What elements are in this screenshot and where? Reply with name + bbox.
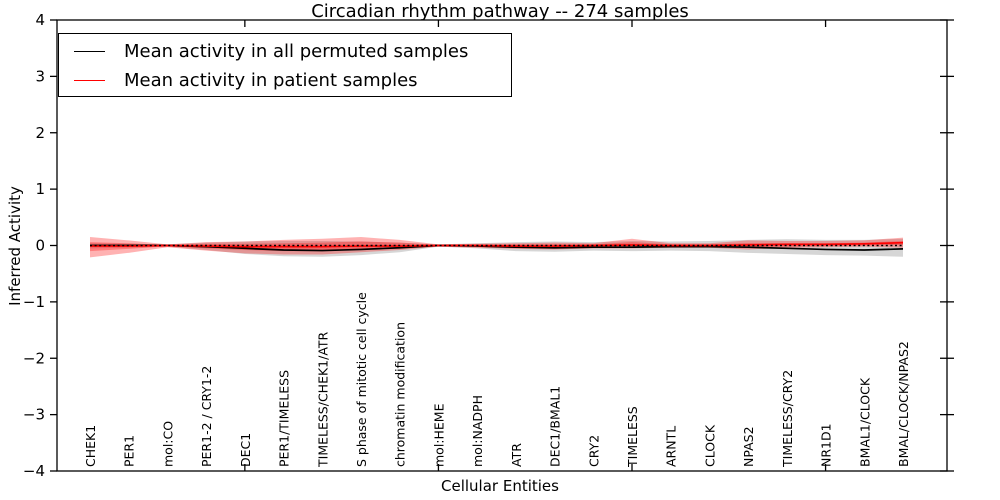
legend-item-patient: Mean activity in patient samples xyxy=(59,66,511,95)
y-tick-label: −3 xyxy=(23,406,45,424)
x-category-label: BMAL1/CLOCK xyxy=(857,377,872,467)
x-category-label: mol:NADPH xyxy=(470,395,485,467)
x-category-label: S phase of mitotic cell cycle xyxy=(354,292,369,467)
x-category-label: CHEK1 xyxy=(83,425,98,467)
x-category-label: mol:CO xyxy=(160,421,175,467)
x-category-label: ARNTL xyxy=(664,426,679,467)
x-category-label: PER1 xyxy=(122,435,137,467)
chart-title: Circadian rhythm pathway -- 274 samples xyxy=(311,1,689,22)
x-category-label: PER1-2 / CRY1-2 xyxy=(199,366,214,467)
y-tick-label: 3 xyxy=(35,67,45,85)
x-category-label: NPAS2 xyxy=(741,426,756,467)
legend: Mean activity in all permuted samples Me… xyxy=(58,33,512,97)
y-tick-label: −4 xyxy=(23,462,45,480)
legend-item-permuted: Mean activity in all permuted samples xyxy=(59,37,511,66)
y-tick-label: −1 xyxy=(23,293,45,311)
x-category-label: PER1/TIMELESS xyxy=(277,370,292,467)
legend-line-black xyxy=(74,51,105,52)
y-tick-label: 4 xyxy=(35,11,45,29)
y-tick-label: −2 xyxy=(23,349,45,367)
x-category-label: chromatin modification xyxy=(393,322,408,467)
x-category-label: TIMELESS xyxy=(625,406,640,468)
x-category-label: DEC1 xyxy=(238,433,253,467)
y-tick-label: 1 xyxy=(35,180,45,198)
legend-label-permuted: Mean activity in all permuted samples xyxy=(124,41,469,62)
x-category-label: BMAL/CLOCK/NPAS2 xyxy=(896,341,911,467)
x-category-label: NR1D1 xyxy=(819,423,834,467)
x-category-label: mol:HEME xyxy=(431,403,446,467)
x-category-label: CLOCK xyxy=(702,424,717,467)
x-category-label: TIMELESS/CRY2 xyxy=(780,370,795,468)
x-category-label: CRY2 xyxy=(586,435,601,467)
legend-label-patient: Mean activity in patient samples xyxy=(124,70,418,91)
permuted-samples-band xyxy=(90,238,903,257)
x-category-label: DEC1/BMAL1 xyxy=(548,386,563,467)
x-axis-label: Cellular Entities xyxy=(441,477,559,495)
y-axis-label: Inferred Activity xyxy=(6,186,24,306)
x-category-label: TIMELESS/CHEK1/ATR xyxy=(315,331,330,468)
y-tick-label: 0 xyxy=(35,237,45,255)
x-category-label: ATR xyxy=(509,443,524,467)
y-tick-label: 2 xyxy=(35,124,45,142)
legend-line-red xyxy=(74,80,105,81)
